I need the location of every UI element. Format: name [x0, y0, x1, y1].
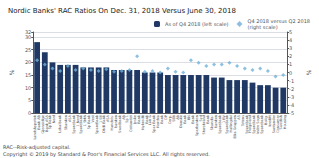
svg-text:Q4 2018 versus Q2 2018: Q4 2018 versus Q2 2018: [247, 18, 310, 24]
svg-text:1 Nord: 1 Nord: [75, 115, 80, 127]
svg-text:Totens: Totens: [240, 115, 245, 127]
svg-text:Nordic Banks' RAC Ratios On De: Nordic Banks' RAC Ratios On Dec. 31, 201…: [8, 7, 236, 15]
svg-text:Vest: Vest: [91, 115, 95, 123]
svg-text:10: 10: [25, 85, 31, 91]
svg-text:AS: AS: [237, 115, 242, 120]
svg-text:Spar Bank: Spar Bank: [152, 115, 157, 133]
svg-text:5: 5: [289, 29, 292, 35]
svg-text:1 BV: 1 BV: [221, 115, 226, 123]
svg-text:0: 0: [289, 70, 292, 76]
svg-text:Handels-: Handels-: [110, 115, 114, 131]
svg-text:Skandia-: Skandia-: [210, 115, 214, 131]
svg-text:Bank: Bank: [160, 115, 165, 124]
svg-text:Nordea: Nordea: [156, 115, 161, 128]
svg-text:Helgeland: Helgeland: [248, 115, 253, 133]
svg-text:Sp 1: Sp 1: [125, 115, 130, 123]
svg-text:Bank: Bank: [137, 115, 142, 124]
svg-text:Lokalbank: Lokalbank: [58, 114, 62, 133]
svg-text:20: 20: [25, 59, 31, 65]
svg-text:3: 3: [289, 45, 292, 51]
svg-text:Swedish: Swedish: [279, 115, 284, 130]
svg-text:Bank: Bank: [191, 115, 195, 124]
svg-text:-5: -5: [289, 110, 294, 116]
svg-text:1 SMN: 1 SMN: [83, 115, 88, 127]
svg-text:Ostlandet: Ostlandet: [129, 115, 134, 132]
svg-text:Nord: Nord: [52, 115, 56, 123]
svg-text:Bank ASA: Bank ASA: [44, 115, 49, 132]
svg-text:Landshypotek: Landshypotek: [33, 115, 38, 140]
svg-text:Copyright © 2019 by Standard &: Copyright © 2019 by Standard & Poor's Fi…: [3, 151, 210, 158]
svg-text:Nykredit: Nykredit: [140, 115, 145, 130]
svg-text:banken: banken: [114, 115, 118, 128]
svg-text:Swedbank: Swedbank: [117, 115, 122, 134]
svg-text:Eika Gruppen: Eika Gruppen: [233, 115, 238, 139]
svg-text:Bank: Bank: [144, 115, 149, 124]
svg-text:Sparebank: Sparebank: [225, 115, 230, 134]
svg-text:Sparebank: Sparebank: [252, 115, 257, 134]
svg-text:DNB Bank: DNB Bank: [102, 115, 107, 133]
svg-text:Corp.: Corp.: [167, 115, 172, 125]
svg-text:Indre Sogn: Indre Sogn: [256, 115, 261, 134]
svg-text:(right scale): (right scale): [247, 24, 277, 31]
svg-text:BN: BN: [187, 115, 191, 120]
svg-text:Bolig-: Bolig-: [263, 115, 268, 125]
svg-text:Danske: Danske: [179, 115, 184, 128]
svg-text:1 SR: 1 SR: [98, 115, 103, 123]
svg-text:Sbanken: Sbanken: [63, 115, 68, 131]
svg-text:-1: -1: [289, 78, 294, 84]
svg-text:4: 4: [289, 37, 292, 43]
svg-text:15: 15: [25, 72, 31, 78]
svg-text:25: 25: [25, 47, 31, 53]
svg-text:Bank AB: Bank AB: [37, 115, 42, 130]
svg-text:%: %: [8, 69, 15, 75]
svg-text:ASA: ASA: [67, 115, 72, 123]
svg-text:Gjensidige: Gjensidige: [40, 115, 45, 134]
svg-text:Syd: Syd: [198, 115, 203, 122]
svg-text:1: 1: [289, 61, 292, 67]
svg-text:SpareBank: SpareBank: [94, 115, 99, 134]
svg-text:30: 30: [24, 34, 32, 41]
svg-text:-4: -4: [289, 102, 294, 108]
svg-text:Sparebank: Sparebank: [71, 115, 76, 134]
svg-text:%: %: [305, 69, 312, 75]
svg-text:OP: OP: [163, 115, 168, 120]
svg-text:AB: AB: [121, 115, 126, 120]
svg-text:Sparebank: Sparebank: [217, 115, 222, 134]
svg-text:Santander: Santander: [271, 115, 276, 134]
svg-text:Sparebank: Sparebank: [244, 115, 249, 134]
svg-text:2: 2: [289, 53, 292, 59]
svg-text:Jyske: Jyske: [133, 115, 138, 124]
svg-text:32: 32: [25, 29, 31, 35]
svg-text:5: 5: [28, 97, 31, 103]
svg-text:Bank: Bank: [183, 115, 188, 124]
svg-text:Lan &: Lan &: [148, 115, 153, 126]
svg-text:ASA: ASA: [106, 115, 111, 123]
svg-text:AB: AB: [175, 115, 180, 120]
svg-text:0: 0: [28, 110, 31, 116]
svg-text:banken: banken: [214, 115, 218, 128]
svg-text:Housing: Housing: [283, 115, 287, 129]
svg-text:Sparebank: Sparebank: [260, 115, 265, 134]
svg-text:Storebrand: Storebrand: [202, 115, 207, 135]
svg-text:As of Q4 2018 (left scale): As of Q4 2018 (left scale): [165, 21, 229, 27]
svg-text:Sparebank: Sparebank: [79, 115, 84, 134]
svg-text:-2: -2: [289, 86, 294, 92]
svg-text:kreditt: kreditt: [267, 115, 272, 127]
svg-text:Sp Bank: Sp Bank: [87, 115, 91, 130]
svg-text:Sparbanken: Sparbanken: [194, 115, 199, 136]
svg-text:-3: -3: [289, 94, 294, 100]
svg-text:Sp Bank: Sp Bank: [48, 115, 53, 130]
svg-text:Bank: Bank: [206, 115, 211, 124]
svg-text:Hallingdal: Hallingdal: [229, 115, 234, 133]
svg-text:Consumer: Consumer: [275, 115, 280, 133]
svg-text:RAC--Risk-adjusted capital.: RAC--Risk-adjusted capital.: [3, 144, 71, 151]
svg-text:SEB: SEB: [171, 115, 176, 122]
